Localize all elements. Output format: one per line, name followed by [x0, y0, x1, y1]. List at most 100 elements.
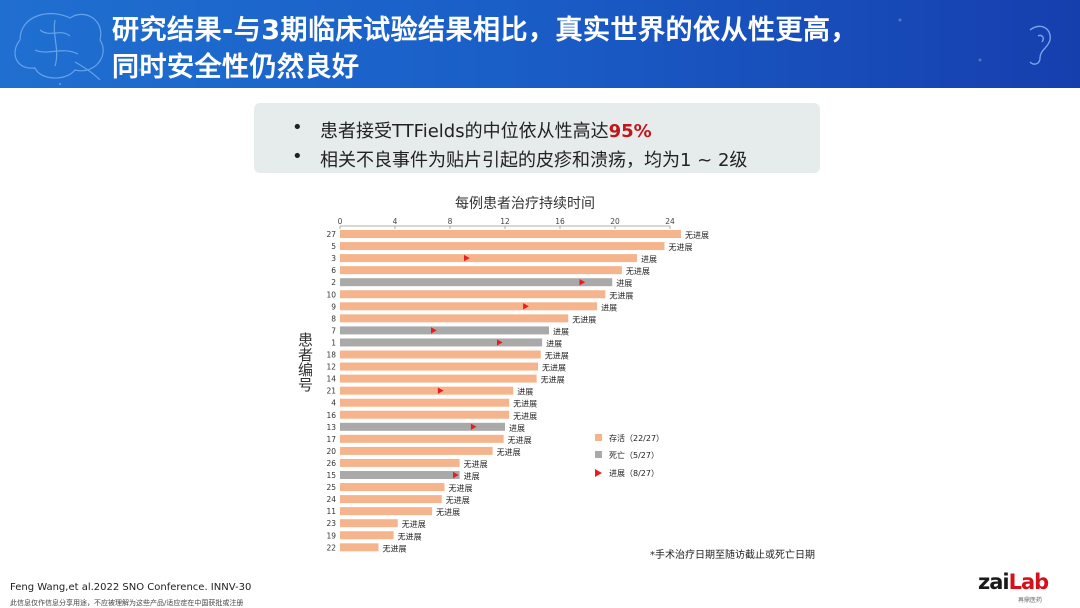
header-banner: 研究结果-与3期临床试验结果相比，真实世界的依从性更高， 同时安全性仍然良好: [0, 0, 1080, 88]
patient-id-label: 20: [326, 447, 336, 456]
y-axis-label-char: 编: [298, 361, 314, 379]
key-findings-box: • 患者接受TTFields的中位依从性高达95% • 相关不良事件为贴片引起的…: [254, 103, 820, 173]
status-label: 无进展: [446, 496, 470, 505]
patient-id-label: 24: [326, 495, 336, 504]
y-axis-label-char: 者: [298, 346, 314, 364]
bullet-dot: •: [292, 117, 303, 138]
status-label: 无进展: [497, 448, 521, 457]
logo-prefix: zai: [978, 570, 1010, 594]
bullet-dot: •: [292, 146, 303, 167]
duration-bar: [340, 458, 460, 467]
status-label: 进展: [553, 327, 569, 336]
x-tick-label: 0: [338, 217, 343, 226]
status-label: 进展: [509, 424, 525, 433]
disclaimer: 此信息仅作信息分享用途，不应被理解为这些产品/适应症在中国获批或注册: [10, 599, 244, 607]
x-tick-label: 8: [448, 217, 453, 226]
patient-id-label: 5: [331, 242, 336, 251]
status-label: 无进展: [542, 364, 566, 373]
x-tick-label: 24: [665, 217, 675, 226]
patient-id-label: 13: [326, 423, 336, 432]
duration-bar: [340, 543, 379, 552]
status-label: 无进展: [402, 520, 426, 529]
duration-bar: [340, 254, 637, 263]
x-tick-label: 4: [393, 217, 398, 226]
duration-bar: [340, 446, 493, 455]
duration-bar: [340, 483, 445, 492]
patient-id-label: 22: [326, 543, 336, 552]
page-title-line-1: 研究结果-与3期临床试验结果相比，真实世界的依从性更高，: [112, 15, 858, 46]
duration-bar: [340, 290, 606, 299]
duration-bar: [340, 326, 549, 335]
duration-bar: [340, 266, 622, 275]
patient-id-label: 21: [326, 387, 336, 396]
status-label: 进展: [546, 339, 562, 348]
x-tick-label: 12: [500, 217, 510, 226]
bullet-text: 患者接受TTFields的中位依从性高达: [320, 121, 609, 142]
status-label: 进展: [616, 279, 632, 288]
patient-id-label: 12: [326, 363, 336, 372]
zai-lab-logo: zaiLab 再鼎医药: [978, 570, 1058, 604]
status-label: 进展: [601, 303, 617, 312]
duration-bar: [340, 495, 442, 504]
duration-bar: [340, 434, 504, 443]
progression-marker: [464, 254, 470, 262]
duration-bar: [340, 410, 510, 419]
status-label: 进展: [641, 255, 657, 264]
chart-footnote: *手术治疗日期至随访截止或死亡日期: [650, 550, 815, 561]
duration-bar: [340, 519, 398, 528]
duration-bar: [340, 230, 681, 238]
status-label: 无进展: [513, 400, 537, 409]
patient-id-label: 11: [326, 507, 336, 516]
patient-id-label: 10: [326, 290, 336, 299]
y-axis-label-char: 号: [298, 376, 314, 394]
status-label: 无进展: [541, 376, 565, 385]
duration-bar: [340, 398, 510, 407]
citation: Feng Wang,et al.2022 SNO Conference. INN…: [10, 582, 252, 593]
patient-id-label: 9: [331, 302, 336, 311]
legend-label: 存活（22/27）: [609, 433, 664, 443]
duration-bar: [340, 350, 541, 359]
duration-bar: [340, 471, 460, 479]
duration-bar: [340, 278, 613, 287]
duration-bar: [340, 362, 538, 371]
progression-marker: [437, 387, 444, 394]
legend-swatch: [595, 434, 602, 441]
patient-id-label: 26: [326, 459, 336, 468]
duration-bar: [340, 242, 665, 251]
patient-id-label: 2: [331, 278, 336, 287]
duration-bar: [340, 507, 433, 516]
patient-id-label: 16: [326, 411, 336, 420]
progression-marker: [497, 339, 503, 346]
y-axis-label-char: 患: [298, 331, 314, 349]
x-tick-label: 16: [555, 217, 565, 226]
y-axis-label: 患者编号: [298, 333, 316, 393]
duration-bar: [340, 422, 505, 431]
brain-decoration-icon: [14, 13, 1051, 86]
progression-marker: [470, 423, 477, 430]
patient-id-label: 14: [326, 375, 336, 384]
duration-bar: [340, 531, 394, 540]
status-label: 无进展: [626, 267, 650, 276]
patient-id-label: 8: [331, 314, 336, 323]
bullet-text: 相关不良事件为贴片引起的皮疹和溃疡，均为1 ~ 2级: [320, 150, 748, 171]
duration-bar: [340, 302, 598, 311]
patient-id-label: 15: [326, 471, 336, 480]
progression-marker: [523, 303, 529, 310]
status-label: 无进展: [545, 352, 569, 361]
status-label: 无进展: [669, 243, 693, 252]
status-label: 无进展: [609, 291, 633, 300]
progression-marker: [579, 279, 586, 286]
patient-id-label: 25: [326, 483, 336, 492]
patient-id-label: 23: [326, 519, 336, 528]
patient-id-label: 18: [326, 351, 336, 360]
patient-id-label: 7: [331, 326, 336, 335]
patient-id-label: 3: [331, 254, 336, 263]
patient-id-label: 1: [331, 338, 336, 347]
status-label: 无进展: [436, 508, 460, 517]
legend-swatch: [595, 451, 602, 458]
duration-bar: [340, 338, 543, 347]
legend-progression-icon: [595, 469, 602, 477]
status-label: 无进展: [508, 436, 532, 445]
legend-label: 死亡（5/27）: [609, 450, 659, 460]
patient-id-label: 17: [326, 435, 336, 444]
